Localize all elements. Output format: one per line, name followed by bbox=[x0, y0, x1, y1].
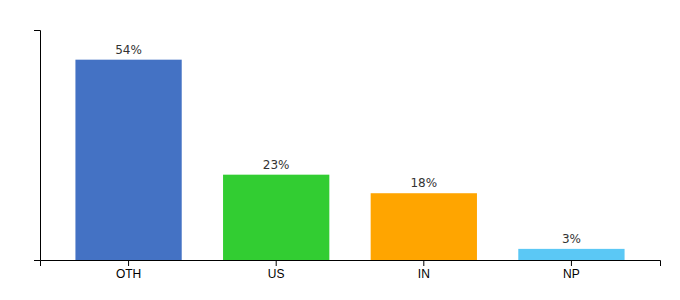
x-tick-mark bbox=[128, 260, 129, 266]
y-axis bbox=[34, 31, 41, 261]
x-tick: NP bbox=[563, 260, 580, 281]
x-tick-label: NP bbox=[563, 267, 580, 281]
x-tick-label: IN bbox=[418, 267, 430, 281]
bar bbox=[75, 60, 181, 260]
y-axis-line bbox=[34, 31, 41, 261]
bars bbox=[75, 60, 624, 260]
data-label: 18% bbox=[410, 176, 437, 190]
x-tick-mark bbox=[276, 260, 277, 266]
bar bbox=[223, 175, 329, 260]
x-axis-line bbox=[41, 261, 661, 267]
x-axis: OTH US IN NP bbox=[41, 260, 661, 281]
plot: OTH US IN NP 54% 23% 18% 3% bbox=[34, 31, 661, 281]
x-tick: IN bbox=[418, 260, 430, 281]
data-labels: 54% 23% 18% 3% bbox=[115, 43, 581, 246]
x-tick: OTH bbox=[116, 260, 141, 281]
data-label: 54% bbox=[115, 43, 142, 57]
bar bbox=[518, 249, 624, 260]
data-label: 3% bbox=[562, 232, 581, 246]
chart: OTH US IN NP 54% 23% 18% 3% bbox=[0, 0, 680, 300]
x-tick-mark bbox=[423, 260, 424, 266]
x-tick-mark bbox=[571, 260, 572, 266]
data-label: 23% bbox=[263, 158, 290, 172]
x-tick-label: US bbox=[268, 267, 285, 281]
bar bbox=[371, 193, 477, 260]
x-tick-label: OTH bbox=[116, 267, 141, 281]
x-tick: US bbox=[268, 260, 285, 281]
